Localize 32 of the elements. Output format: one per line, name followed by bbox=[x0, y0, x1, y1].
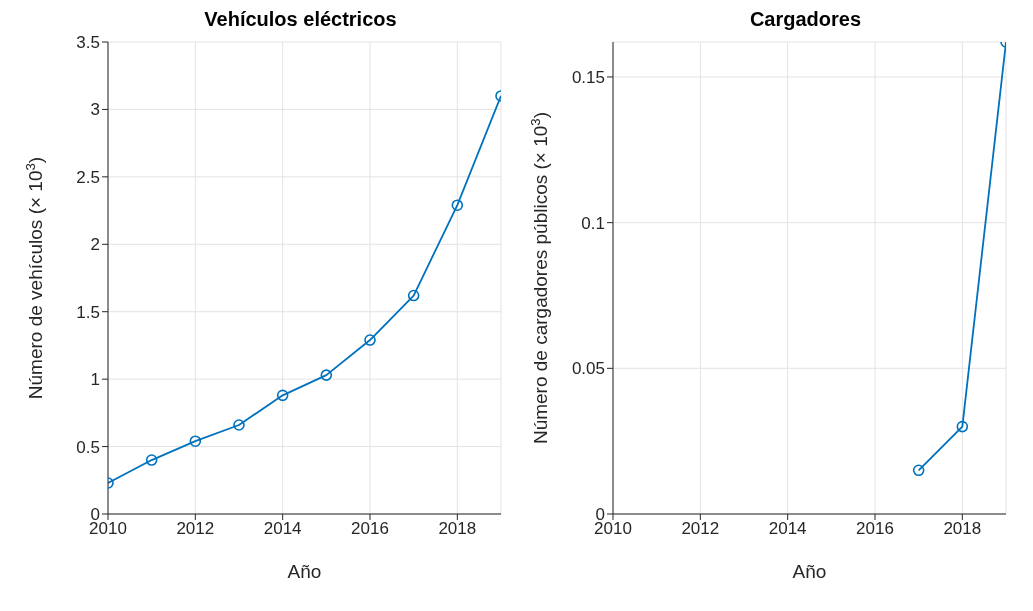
point bbox=[451, 199, 464, 211]
x-tick-label: 2016 bbox=[351, 519, 389, 539]
chart-title: Cargadores bbox=[748, 8, 863, 32]
y-tick-label: 0.5 bbox=[76, 437, 100, 457]
point bbox=[912, 464, 925, 477]
y-tick-label: 0.1 bbox=[581, 213, 605, 233]
x-tick-label: 2018 bbox=[438, 519, 477, 539]
y-tick-label: 3.5 bbox=[76, 33, 100, 53]
y-tick-label: 0.05 bbox=[571, 359, 605, 379]
point bbox=[364, 334, 376, 346]
point bbox=[233, 419, 245, 431]
x-tick-label: 2014 bbox=[263, 519, 302, 539]
y-tick-label: 1.5 bbox=[76, 302, 100, 322]
x-tick-label: 2016 bbox=[856, 519, 894, 539]
x-tick-label: 2012 bbox=[681, 519, 720, 539]
x-tick-label: 2018 bbox=[943, 519, 982, 539]
x-tick-label: 2012 bbox=[176, 519, 215, 539]
x-axis-title: Año bbox=[287, 561, 322, 582]
point bbox=[956, 420, 969, 433]
y-tick-label: 2 bbox=[90, 235, 100, 255]
x-tick-label: 2014 bbox=[768, 519, 807, 539]
chart-title: Vehículos eléctricos bbox=[203, 8, 398, 32]
point bbox=[189, 435, 202, 447]
y-tick-label: 2.5 bbox=[76, 167, 100, 187]
point bbox=[145, 454, 158, 466]
point bbox=[320, 369, 333, 381]
point bbox=[407, 289, 420, 302]
y-tick-label: 1 bbox=[90, 370, 100, 390]
y-tick-label: 0.15 bbox=[571, 68, 605, 87]
x-axis-title: Año bbox=[792, 561, 827, 582]
point bbox=[276, 389, 289, 402]
y-tick-label: 3 bbox=[90, 100, 100, 120]
